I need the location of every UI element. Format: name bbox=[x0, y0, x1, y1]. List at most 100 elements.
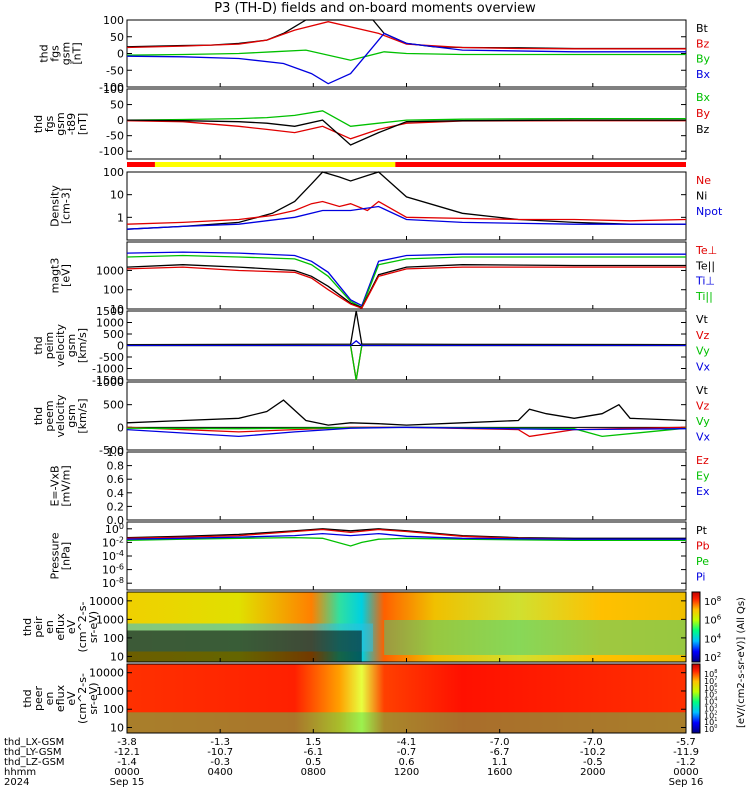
colorbar-tick-label: 101 bbox=[704, 717, 717, 727]
x-row-label: hhmm bbox=[4, 767, 36, 778]
y-axis-label: fgs bbox=[43, 115, 56, 132]
colorbar-tick-label: 106 bbox=[704, 683, 717, 693]
ion-fill-region bbox=[127, 630, 362, 662]
series-line-By bbox=[126, 49, 686, 61]
y-axis-label: [km/s] bbox=[76, 398, 89, 433]
series-line-Pt bbox=[126, 528, 686, 539]
y-tick-label: 10 bbox=[110, 189, 124, 202]
colorbar bbox=[691, 591, 701, 663]
x-tick-label: 2000 bbox=[580, 767, 605, 778]
x-tick-label: 1600 bbox=[487, 767, 512, 778]
y-tick-label: 500 bbox=[103, 399, 124, 412]
y-tick-label: 10-8 bbox=[102, 576, 124, 590]
series-line-Npot bbox=[126, 205, 686, 230]
y-tick-label: 1000 bbox=[96, 685, 124, 698]
legend-entry: Pi bbox=[696, 571, 705, 584]
legend-entry: Pb bbox=[696, 540, 710, 553]
x-tick-label: 1.5 bbox=[305, 737, 321, 748]
y-tick-label: 0.6 bbox=[107, 473, 125, 486]
panel-frame bbox=[126, 521, 687, 591]
y-axis-label: [nPa] bbox=[60, 542, 73, 570]
y-tick-label: 10-2 bbox=[102, 535, 124, 549]
y-tick-label: 50 bbox=[110, 99, 124, 112]
y-axis-label: thd bbox=[38, 44, 51, 62]
y-axis-label: peir bbox=[32, 616, 45, 638]
y-axis-label: (cm^2-s- bbox=[76, 602, 89, 653]
y-axis-label: [nT] bbox=[76, 113, 89, 135]
y-tick-label: 50 bbox=[110, 31, 124, 44]
y-axis-label: gsm bbox=[54, 112, 67, 135]
series-line-Vy bbox=[127, 344, 686, 381]
legend-entry: Ti|| bbox=[695, 290, 713, 303]
series-line-Vx bbox=[126, 426, 687, 438]
colorbar-tick-label: 102 bbox=[704, 710, 717, 720]
y-axis-label: Pressure bbox=[49, 532, 62, 579]
y-axis-label: E=-VxB bbox=[49, 465, 62, 506]
x-tick-label: -10.7 bbox=[207, 747, 233, 758]
y-axis-label: eV bbox=[65, 619, 78, 634]
y-tick-label: 0.2 bbox=[107, 500, 125, 513]
y-axis-label: sr-eV) bbox=[87, 611, 100, 643]
x-tick-label: -4.1 bbox=[397, 737, 417, 748]
series-line-Vt bbox=[126, 310, 687, 346]
electron-low-energy-band bbox=[127, 712, 686, 733]
legend-entry: Vy bbox=[696, 415, 710, 428]
y-axis-label: peer bbox=[32, 686, 45, 712]
y-tick-label: 1500 bbox=[96, 305, 124, 318]
y-axis-label: [mV/m] bbox=[60, 465, 73, 506]
x-tick-label: -5.7 bbox=[676, 737, 696, 748]
y-axis-label: [nT] bbox=[71, 42, 84, 64]
x-tick-label: 0.5 bbox=[305, 757, 321, 768]
spectrogram-bands bbox=[127, 620, 686, 662]
y-tick-label: 10 bbox=[110, 722, 124, 735]
x-tick-label: -0.3 bbox=[210, 757, 230, 768]
y-tick-label: 1000 bbox=[96, 376, 124, 389]
series-line-By bbox=[126, 120, 686, 140]
y-axis-label: eflux bbox=[54, 684, 67, 712]
x-tick-label: -7.0 bbox=[490, 737, 510, 748]
legend-entry: By bbox=[696, 107, 711, 120]
y-axis-label: gsm bbox=[60, 42, 73, 65]
y-tick-label: 1.0 bbox=[107, 446, 125, 459]
legend-entry: Vt bbox=[696, 313, 709, 326]
y-axis-label: [eV] bbox=[60, 264, 73, 287]
colorbar-tick-label: 104 bbox=[704, 632, 722, 645]
legend-entry: Ex bbox=[696, 485, 710, 498]
series-line-Pe bbox=[126, 536, 686, 547]
legend-entry: Pe bbox=[696, 555, 709, 568]
y-tick-label: 0 bbox=[117, 48, 124, 61]
y-tick-label: 1000 bbox=[96, 613, 124, 626]
colorbar-tick-label: 102 bbox=[704, 651, 721, 664]
y-axis-label: Density bbox=[49, 185, 62, 227]
y-tick-label: 100 bbox=[103, 703, 124, 716]
y-axis-label: thd bbox=[21, 689, 34, 707]
colorbar-tick-label: 103 bbox=[704, 703, 717, 713]
y-tick-label: -100 bbox=[99, 81, 124, 94]
legend-entry: Bx bbox=[696, 91, 711, 104]
y-axis-label: velocity bbox=[54, 394, 67, 437]
y-tick-label: -1000 bbox=[92, 363, 124, 376]
x-tick-label: Sep 15 bbox=[110, 777, 145, 788]
y-tick-label: -100 bbox=[99, 145, 124, 158]
y-tick-label: -500 bbox=[99, 351, 124, 364]
legend-entry: Ni bbox=[696, 190, 707, 203]
y-tick-label: 0 bbox=[117, 340, 124, 353]
legend-entry: Te|| bbox=[695, 259, 715, 272]
y-tick-label: 100 bbox=[103, 166, 124, 179]
series-line-Ti|| bbox=[126, 254, 686, 309]
legend-entry: Ne bbox=[696, 174, 711, 187]
colorbar-tick-label: 108 bbox=[704, 669, 717, 679]
x-tick-label: 0400 bbox=[207, 767, 232, 778]
y-tick-label: 0.4 bbox=[107, 487, 125, 500]
x-tick-label: -0.7 bbox=[397, 747, 417, 758]
y-axis-label: thd bbox=[32, 407, 45, 425]
y-tick-label: 0.8 bbox=[107, 460, 125, 473]
y-tick-label: 0.0 bbox=[107, 514, 125, 527]
colorbar-tick-label: 105 bbox=[704, 690, 717, 700]
y-axis-label: peim bbox=[43, 332, 56, 360]
y-axis-label: en bbox=[43, 620, 56, 634]
legend-entry: Bz bbox=[696, 37, 710, 50]
y-axis-label: (cm^2-s- bbox=[76, 673, 89, 724]
y-tick-label: 1 bbox=[117, 211, 124, 224]
legend-entry: Vz bbox=[696, 329, 710, 342]
